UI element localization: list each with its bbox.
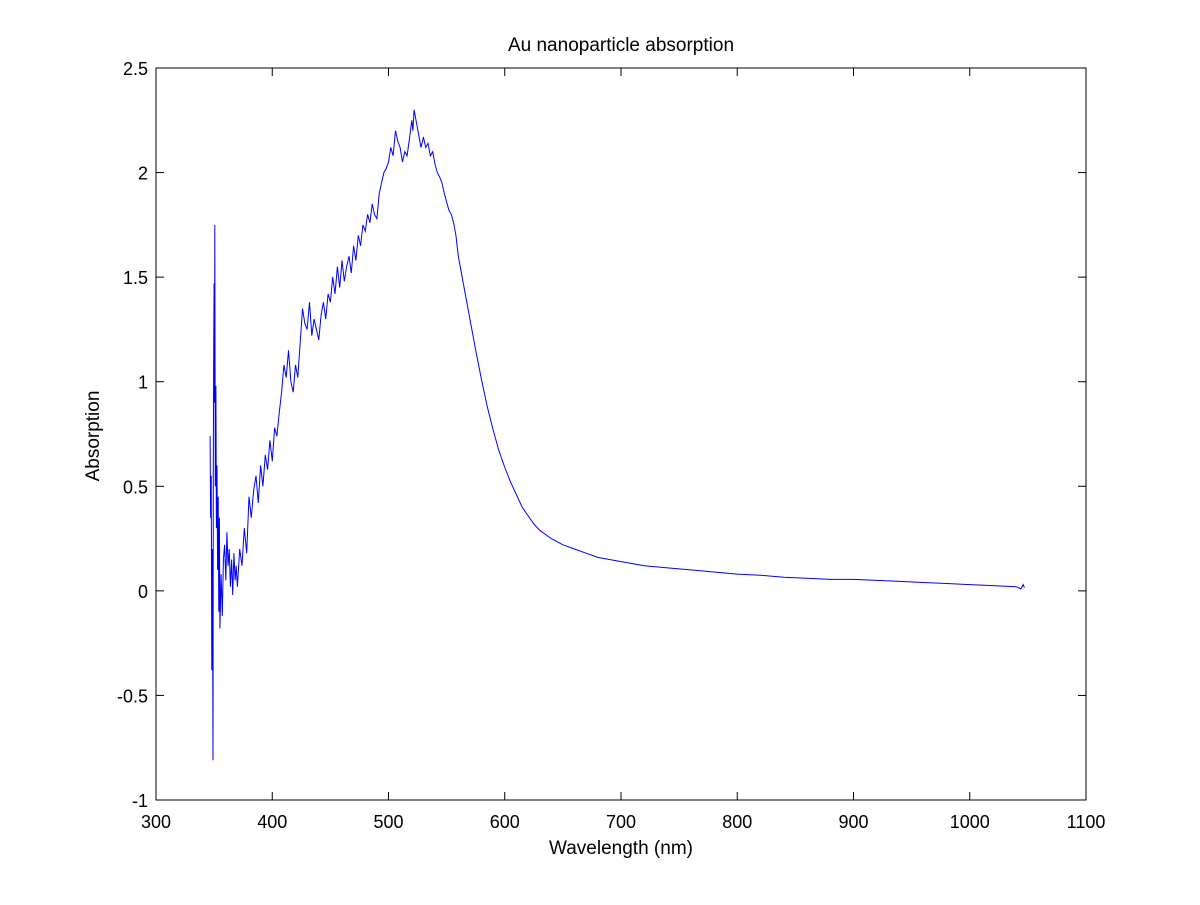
x-tick-label: 1100 [1067, 812, 1106, 832]
y-tick-label: 1.5 [123, 268, 148, 288]
x-tick-label: 700 [606, 812, 636, 832]
tick-marks [155, 67, 1087, 801]
y-tick-label: 2 [138, 164, 148, 184]
x-tick-label: 1000 [950, 812, 990, 832]
absorption-series-line [209, 109, 1025, 761]
y-tick-label: 0 [138, 582, 148, 602]
x-tick-labels: 300 400 500 600 700 800 900 1000 1100 [141, 812, 1105, 832]
y-tick-label: 1 [138, 373, 148, 393]
y-tick-labels: -1 -0.5 0 0.5 1 1.5 2 2.5 [117, 59, 148, 811]
x-axis-title: Wavelength (nm) [549, 838, 693, 859]
y-axis-title: Absorption [83, 391, 104, 482]
chart-title: Au nanoparticle absorption [508, 35, 734, 56]
x-tick-label: 800 [722, 812, 752, 832]
x-tick-label: 600 [490, 812, 520, 832]
x-tick-label: 500 [373, 812, 403, 832]
plot-area [155, 67, 1087, 801]
y-tick-label: 2.5 [123, 59, 148, 79]
y-tick-label: -0.5 [117, 686, 148, 706]
y-tick-label: -1 [132, 791, 148, 811]
x-tick-label: 300 [141, 812, 171, 832]
y-tick-label: 0.5 [123, 477, 148, 497]
x-tick-label: 400 [257, 812, 287, 832]
x-tick-label: 900 [838, 812, 868, 832]
